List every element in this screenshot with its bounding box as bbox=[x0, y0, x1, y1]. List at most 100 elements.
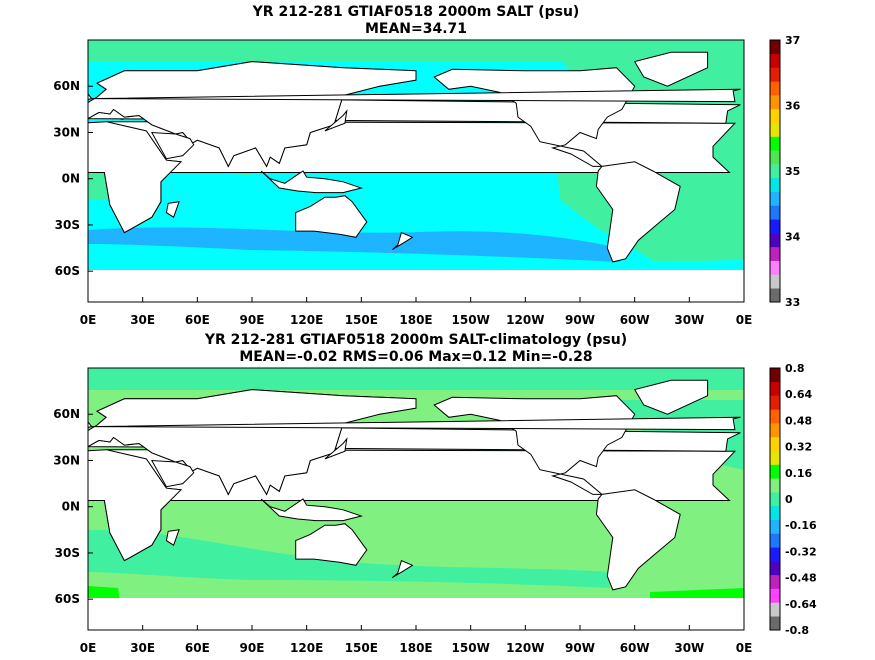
panel1-y-ticks: 60N 30N 0N 30S 60S bbox=[53, 79, 93, 278]
colorbar-tick-label: -0.48 bbox=[785, 572, 817, 585]
panel2-arabia-landmass bbox=[150, 459, 195, 488]
panel2-arctic-field bbox=[88, 368, 744, 390]
panel2-africa-landmass-wrap bbox=[88, 449, 182, 562]
colorbar-swatch bbox=[770, 246, 780, 261]
panel1-british-isles-landmass bbox=[91, 88, 741, 103]
colorbar-swatch bbox=[770, 381, 780, 396]
panel2-colorbar bbox=[769, 367, 781, 631]
colorbar-tick-label: 0.64 bbox=[785, 388, 812, 401]
panel2-japan-landmass bbox=[324, 437, 348, 460]
colorbar-swatch bbox=[770, 588, 780, 603]
panel1-australia-landmass bbox=[295, 195, 368, 238]
panel2-maritime-continent-landmass bbox=[260, 498, 364, 522]
colorbar-swatch bbox=[770, 616, 780, 631]
colorbar-swatch bbox=[770, 260, 780, 275]
x-tick-label: 180E bbox=[399, 641, 432, 655]
x-tick-label: 90E bbox=[240, 641, 265, 655]
colorbar-tick-label: 33 bbox=[785, 296, 800, 309]
y-tick-label: 30N bbox=[53, 453, 80, 467]
colorbar-swatch bbox=[770, 519, 780, 534]
colorbar-swatch bbox=[770, 492, 780, 507]
x-tick-label: 150E bbox=[345, 313, 378, 327]
x-tick-label: 180E bbox=[399, 313, 432, 327]
colorbar-swatch bbox=[770, 164, 780, 179]
y-tick-label: 0N bbox=[62, 172, 80, 186]
x-tick-label: 0E bbox=[80, 313, 97, 327]
panel1-new-zealand-landmass bbox=[391, 231, 414, 251]
x-tick-label: 30E bbox=[130, 641, 155, 655]
colorbar-swatch bbox=[770, 177, 780, 192]
panel1-arctic-field bbox=[88, 40, 744, 62]
panel2-greenland-landmass bbox=[633, 379, 709, 415]
colorbar-tick-label: 37 bbox=[785, 34, 800, 47]
colorbar-swatch bbox=[770, 505, 780, 520]
panel2-australia-landmass bbox=[295, 523, 368, 566]
colorbar-tick-label: -0.32 bbox=[785, 545, 817, 558]
colorbar-tick-label: 0 bbox=[785, 493, 793, 506]
x-tick-label: 120E bbox=[290, 313, 323, 327]
colorbar-swatch bbox=[770, 233, 780, 248]
colorbar-swatch bbox=[770, 547, 780, 562]
panel1-south-america-landmass bbox=[595, 161, 681, 263]
panel1-land bbox=[88, 51, 741, 302]
x-tick-label: 60W bbox=[620, 313, 650, 327]
colorbar-tick-label: 35 bbox=[785, 165, 800, 178]
panel1-british-isles-landmass-wrap bbox=[88, 93, 93, 100]
y-tick-label: 30S bbox=[55, 218, 80, 232]
panel2-british-isles-landmass bbox=[91, 416, 741, 431]
colorbar-swatch bbox=[770, 40, 780, 55]
panel2-subtitle: MEAN=-0.02 RMS=0.06 Max=0.12 Min=-0.28 bbox=[239, 349, 592, 365]
panel1-greenland-landmass bbox=[633, 51, 709, 87]
colorbar-frame bbox=[769, 39, 781, 303]
colorbar-swatch bbox=[770, 561, 780, 576]
colorbar-swatch bbox=[770, 409, 780, 424]
colorbar-swatch bbox=[770, 450, 780, 465]
colorbar-swatch bbox=[770, 288, 780, 303]
x-tick-label: 150E bbox=[345, 641, 378, 655]
colorbar-tick-label: 0.8 bbox=[785, 362, 805, 375]
y-tick-label: 30N bbox=[53, 125, 80, 139]
panel1-eurasia-landmass-wrap bbox=[88, 61, 417, 168]
colorbar-swatch bbox=[770, 533, 780, 548]
panel1-maritime-continent-landmass bbox=[260, 170, 364, 194]
colorbar-tick-label: 34 bbox=[785, 231, 801, 244]
colorbar-frame bbox=[769, 367, 781, 631]
colorbar-swatch bbox=[770, 602, 780, 617]
panel1-africa-landmass-wrap bbox=[88, 121, 182, 234]
panel1-southern-band bbox=[88, 227, 620, 262]
panel1-x-ticks: 0E 30E 60E 90E 120E 150E 180E 150W 120W 90W 60W 30W… bbox=[80, 297, 752, 327]
y-tick-label: 60S bbox=[55, 592, 80, 606]
colorbar-swatch bbox=[770, 136, 780, 151]
panel1-antarctica bbox=[88, 270, 744, 302]
x-tick-label: 30E bbox=[130, 313, 155, 327]
panel2-british-isles-landmass-wrap bbox=[88, 421, 93, 428]
x-tick-label: 150W bbox=[452, 313, 490, 327]
panel2-title: YR 212-281 GTIAF0518 2000m SALT-climatol… bbox=[204, 332, 627, 348]
panel2-madagascar-landmass bbox=[165, 529, 180, 546]
panel1-colorbar bbox=[769, 39, 781, 303]
x-tick-label: 150W bbox=[452, 641, 490, 655]
colorbar-swatch bbox=[770, 574, 780, 589]
x-tick-label: 60W bbox=[620, 641, 650, 655]
colorbar-swatch bbox=[770, 478, 780, 493]
colorbar-swatch bbox=[770, 368, 780, 383]
colorbar-swatch bbox=[770, 122, 780, 137]
x-tick-label: 120W bbox=[506, 313, 544, 327]
panel1-title: YR 212-281 GTIAF0518 2000m SALT (psu) bbox=[252, 4, 580, 20]
x-tick-label: 0E bbox=[736, 641, 753, 655]
colorbar-swatch bbox=[770, 95, 780, 110]
panel1-japan-landmass bbox=[324, 109, 348, 132]
colorbar-tick-label: -0.16 bbox=[785, 519, 817, 532]
y-tick-label: 60S bbox=[55, 264, 80, 278]
panel2-map bbox=[88, 368, 744, 630]
x-tick-label: 120W bbox=[506, 641, 544, 655]
x-tick-label: 90W bbox=[565, 313, 595, 327]
colorbar-swatch bbox=[770, 219, 780, 234]
x-tick-label: 30W bbox=[674, 641, 704, 655]
colorbar-swatch bbox=[770, 395, 780, 410]
colorbar-tick-label: -0.8 bbox=[785, 624, 809, 637]
colorbar-swatch bbox=[770, 274, 780, 289]
colorbar-swatch bbox=[770, 108, 780, 124]
